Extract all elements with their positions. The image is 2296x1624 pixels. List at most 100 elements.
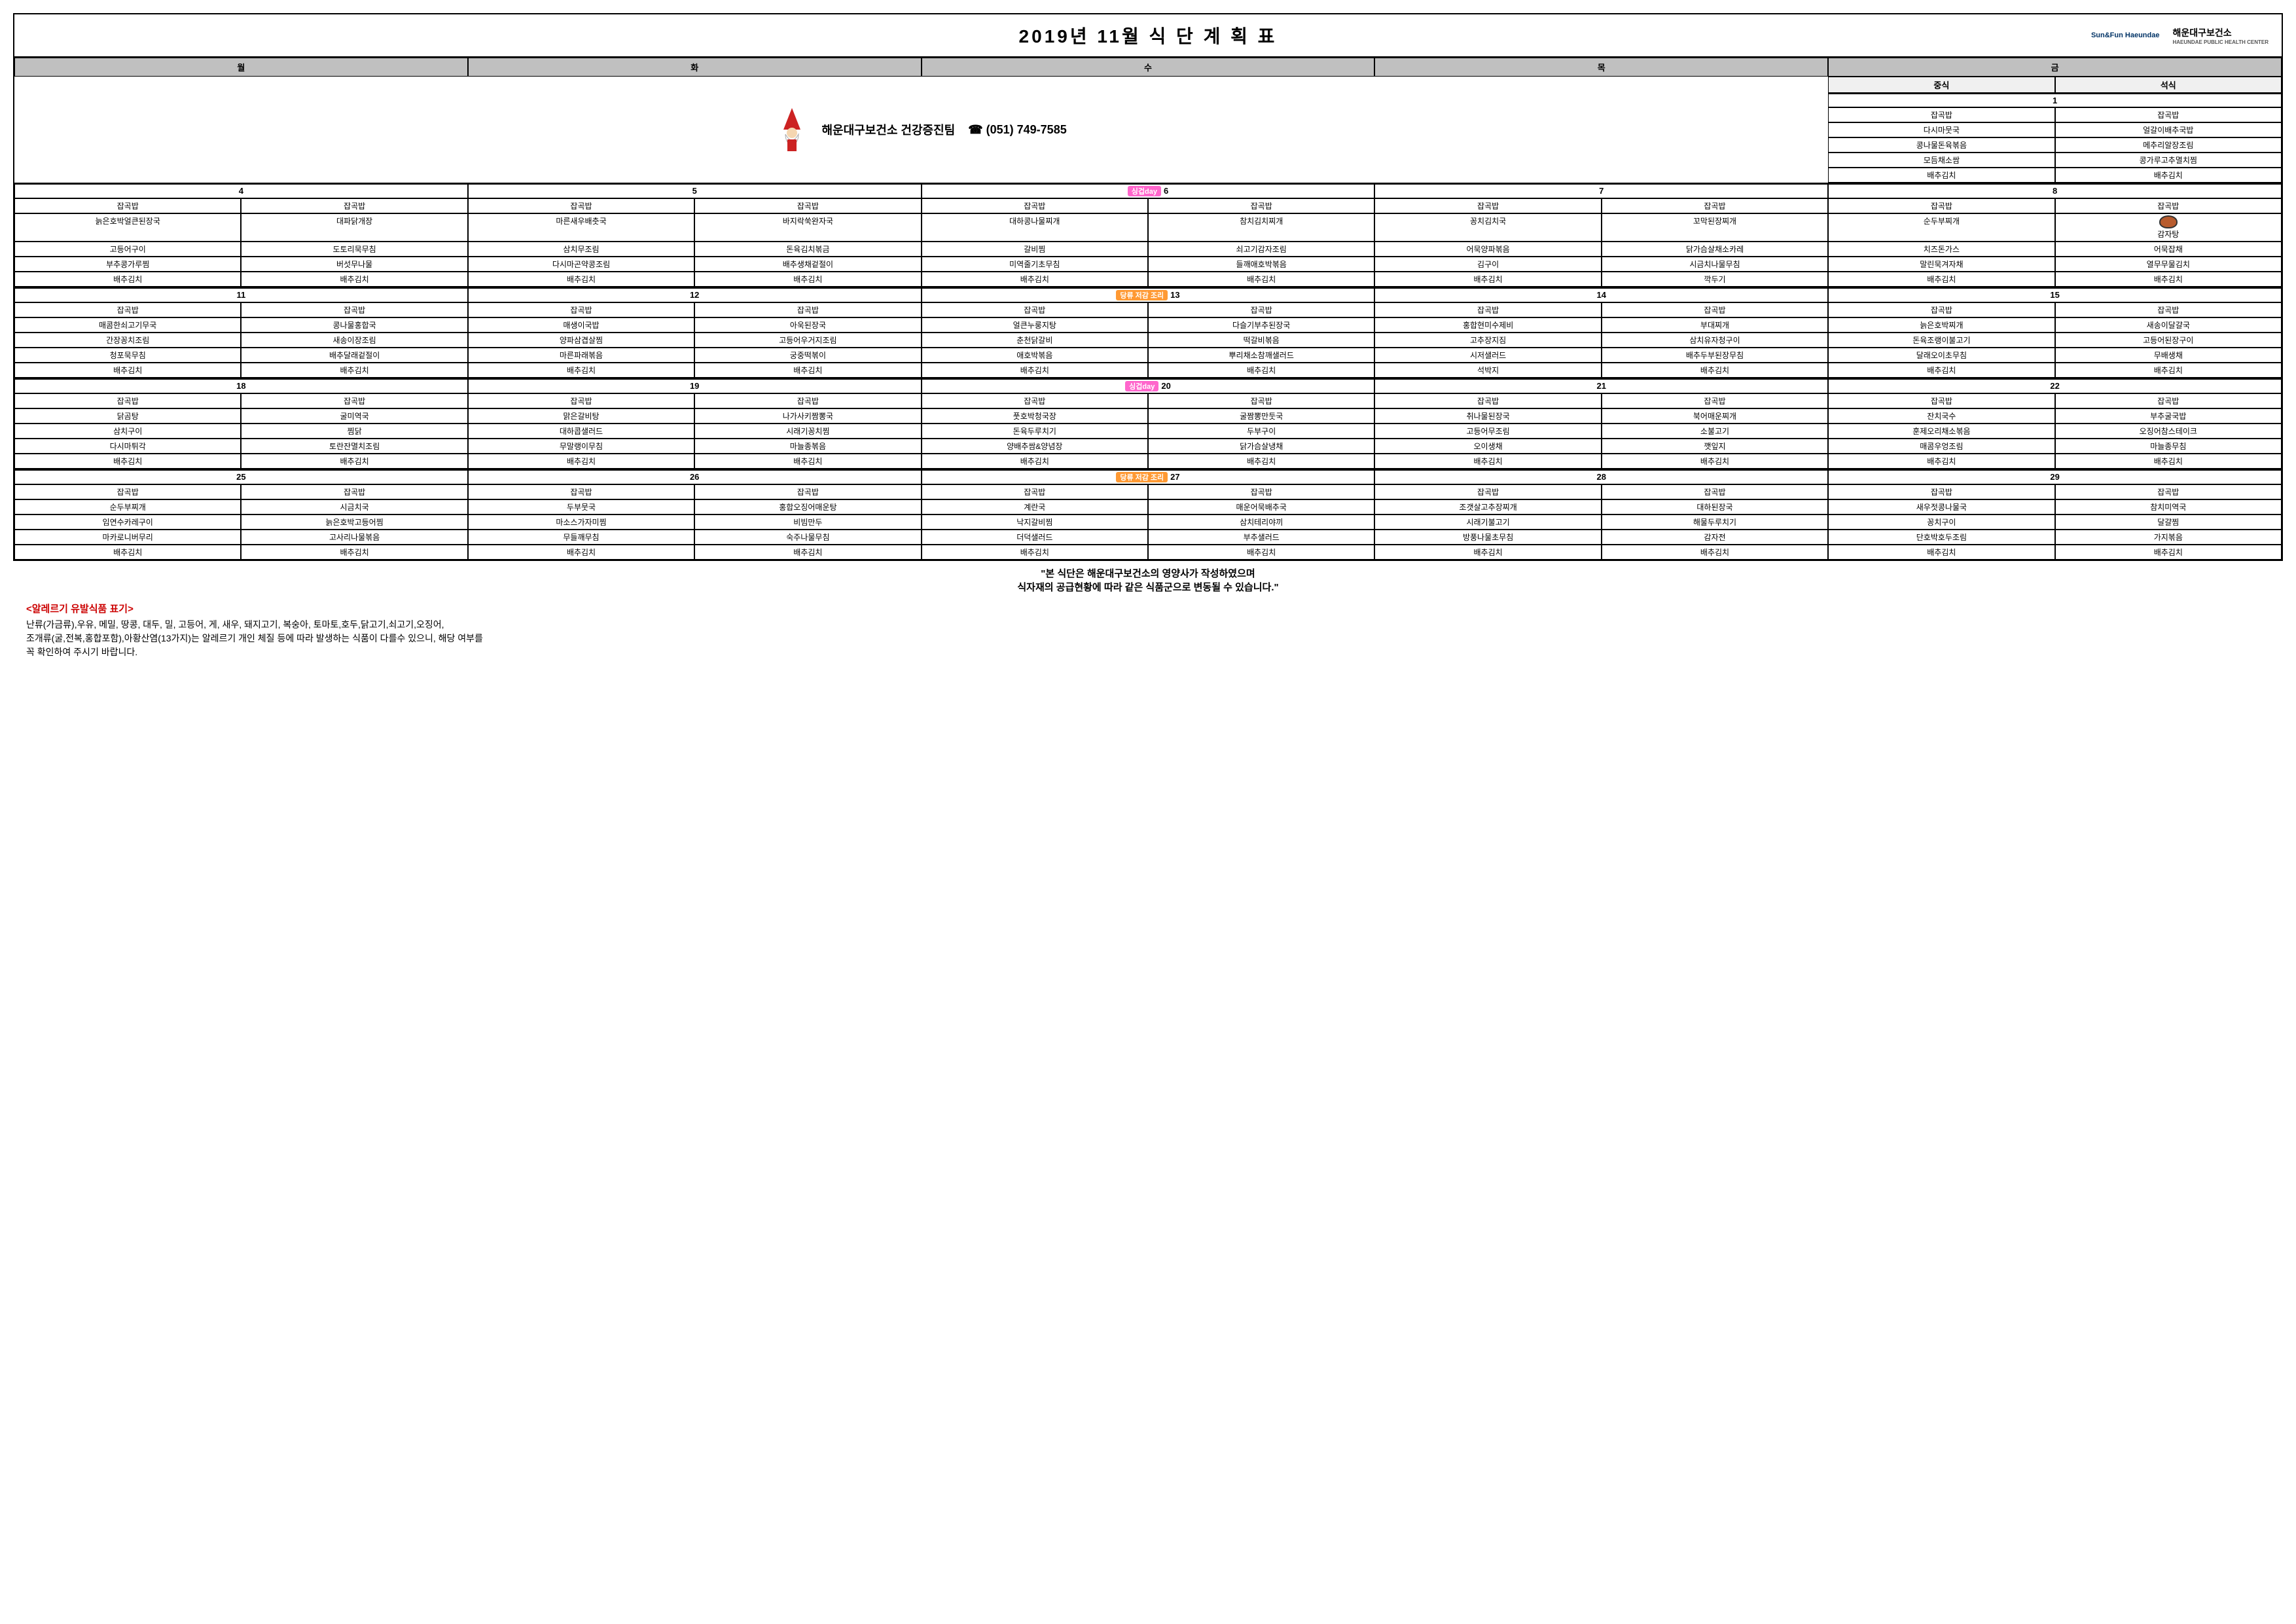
meal-cell: 어묵양파볶음	[1374, 242, 1601, 257]
meal-cell: 배추김치	[1828, 545, 2054, 560]
meal-cell: 훈제오리채소볶음	[1828, 424, 2054, 439]
meal-cell: 늙은호박얼큰된장국	[14, 213, 241, 242]
meal-cell: 늙은호박고등어찜	[241, 514, 467, 530]
menu-row: 배추김치배추김치배추김치배추김치배추김치배추김치배추김치깍두기배추김치배추김치	[14, 272, 2282, 287]
title-bar: 2019년 11월 식 단 계 획 표 Sun&Fun Haeundae 해운대…	[14, 14, 2282, 58]
meal-cell: 부추콩가루찜	[14, 257, 241, 272]
day-wed: 수	[922, 58, 1375, 77]
meal-cell: 버섯무나물	[241, 257, 467, 272]
date-number: 7	[1599, 186, 1604, 196]
meal-cell: 시금치나물무침	[1602, 257, 1828, 272]
logo-main: 해운대구보건소	[2172, 27, 2231, 38]
meal-cell: 잡곡밥	[1828, 198, 2054, 213]
meal-cell: 잡곡밥	[922, 393, 1148, 408]
meal-cell: 바지락쑥완자국	[694, 213, 921, 242]
meal-cell: 배추김치	[1148, 454, 1374, 469]
menu-row: 삼치구이찜닭대하콥샐러드시래기꽁치찜돈육두루치기두부구이고등어무조림소불고기훈제…	[14, 424, 2282, 439]
menu-row: 잡곡밥잡곡밥잡곡밥잡곡밥잡곡밥잡곡밥잡곡밥잡곡밥잡곡밥잡곡밥	[14, 198, 2282, 213]
meal-cell: 계란국	[922, 499, 1148, 514]
day-fri: 금	[1828, 58, 2282, 77]
meal-cell: 배추생채겉절이	[694, 257, 921, 272]
meal-cell: 잡곡밥	[2055, 393, 2282, 408]
meal-cell: 꽁치김치국	[1374, 213, 1601, 242]
footer-line1: "본 식단은 해운대구보건소의 영양사가 작성하였으며	[18, 566, 2278, 580]
date-number: 11	[237, 290, 246, 300]
haeundae-logo-icon: Sun&Fun Haeundae	[2091, 31, 2160, 39]
meal-cell: 배추김치	[694, 454, 921, 469]
d1-d-3: 콩가루고추멸치찜	[2055, 153, 2282, 168]
meal-cell: 시금치국	[241, 499, 467, 514]
footer-line2: 식자재의 공급현황에 따라 같은 식품군으로 변동될 수 있습니다."	[18, 580, 2278, 594]
meal-cell: 조갯살고추장찌개	[1374, 499, 1601, 514]
meal-cell: 잡곡밥	[1374, 393, 1601, 408]
meal-cell: 아욱된장국	[694, 317, 921, 333]
meal-cell: 배추김치	[694, 272, 921, 287]
meal-cell: 취나물된장국	[1374, 408, 1601, 424]
menu-row: 배추김치배추김치배추김치배추김치배추김치배추김치배추김치배추김치배추김치배추김치	[14, 545, 2282, 560]
meal-cell: 잡곡밥	[468, 393, 694, 408]
meal-cell: 돈육조랭이불고기	[1828, 333, 2054, 348]
date-cell: 26	[468, 470, 922, 484]
meal-cell: 배추김치	[1374, 454, 1601, 469]
meal-cell: 어묵잡채	[2055, 242, 2282, 257]
meal-cell: 잡곡밥	[14, 302, 241, 317]
date-number: 18	[236, 381, 245, 391]
dinner-header: 석식	[2055, 77, 2282, 93]
meal-cell: 마늘종볶음	[694, 439, 921, 454]
meal-cell: 더덕샐러드	[922, 530, 1148, 545]
page-title: 2019년 11월 식 단 계 획 표	[1019, 22, 1278, 48]
meal-cell: 달걀찜	[2055, 514, 2282, 530]
meal-cell: 배추김치	[694, 363, 921, 378]
meal-cell: 배추김치	[1148, 363, 1374, 378]
date-number: 25	[236, 472, 245, 482]
meal-cell: 고등어우거지조림	[694, 333, 921, 348]
lunch-header: 중식	[1828, 77, 2054, 93]
meal-cell: 부대찌개	[1602, 317, 1828, 333]
meal-cell: 잡곡밥	[14, 484, 241, 499]
meal-cell: 잡곡밥	[1828, 484, 2054, 499]
meal-cell: 배추김치	[14, 545, 241, 560]
date-number: 5	[692, 186, 697, 196]
meal-cell: 소불고기	[1602, 424, 1828, 439]
meal-cell: 대하콩나물찌개	[922, 213, 1148, 242]
meal-cell: 가지볶음	[2055, 530, 2282, 545]
contact-phone: ☎ (051) 749-7585	[968, 123, 1067, 137]
meal-cell: 잡곡밥	[1374, 484, 1601, 499]
d1-l-2: 콩나물돈육볶음	[1828, 137, 2054, 153]
meal-cell: 고사리나물볶음	[241, 530, 467, 545]
meal-cell: 잡곡밥	[468, 198, 694, 213]
date-1: 1	[1828, 93, 2282, 107]
meal-cell: 오징어참스테이크	[2055, 424, 2282, 439]
meal-cell: 잡곡밥	[241, 484, 467, 499]
day-tue: 화	[468, 58, 922, 77]
meal-cell: 다시마튀각	[14, 439, 241, 454]
meal-cell: 마른새우배춧국	[468, 213, 694, 242]
meal-cell: 잡곡밥	[2055, 198, 2282, 213]
date-cell: 5	[468, 184, 922, 198]
week-dates-row: 45싱겁day678	[14, 183, 2282, 198]
menu-row: 배추김치배추김치배추김치배추김치배추김치배추김치석박지배추김치배추김치배추김치	[14, 363, 2282, 378]
meal-cell: 무배생채	[2055, 348, 2282, 363]
meal-cell: 배추김치	[241, 454, 467, 469]
meal-cell: 배추김치	[1828, 272, 2054, 287]
meal-cell: 감자탕	[2055, 213, 2282, 242]
meal-cell: 배추김치	[1148, 545, 1374, 560]
meal-cell: 말린묵겨자채	[1828, 257, 2054, 272]
meal-cell: 잡곡밥	[1374, 198, 1601, 213]
date-cell: 25	[14, 470, 468, 484]
date-number: 28	[1597, 472, 1606, 482]
meal-cell: 잡곡밥	[468, 302, 694, 317]
meal-cell: 달래오이초무침	[1828, 348, 2054, 363]
meal-cell: 김구이	[1374, 257, 1601, 272]
meal-cell: 배추김치	[1828, 363, 2054, 378]
meal-cell: 깻잎지	[1602, 439, 1828, 454]
date-number: 22	[2050, 381, 2059, 391]
meal-cell: 참치미역국	[2055, 499, 2282, 514]
meal-cell: 얼큰누룽지탕	[922, 317, 1148, 333]
meal-cell: 배추김치	[922, 545, 1148, 560]
meal-cell: 잡곡밥	[1602, 484, 1828, 499]
meal-cell: 잡곡밥	[694, 484, 921, 499]
meal-cell: 배추김치	[468, 363, 694, 378]
meal-cell: 궁중떡볶이	[694, 348, 921, 363]
date-cell: 싱겁day6	[922, 184, 1375, 198]
